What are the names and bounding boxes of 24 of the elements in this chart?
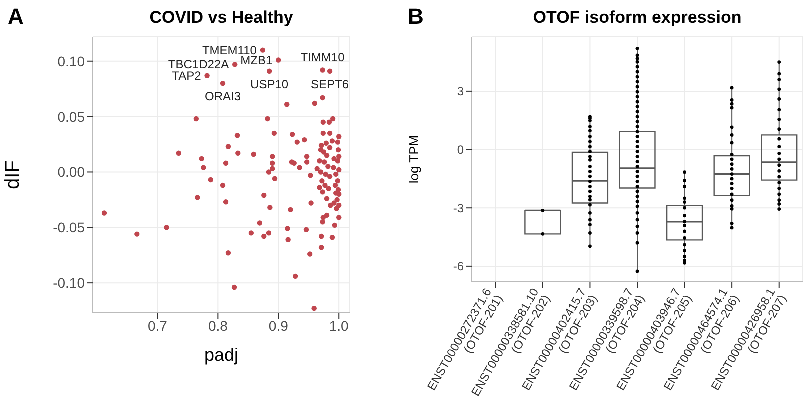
y-axis-title: dIF xyxy=(2,160,24,190)
y-tick-label: -0.10 xyxy=(53,275,86,292)
y-tick-label: 0.00 xyxy=(58,164,86,180)
y-tick-label: -0.05 xyxy=(53,220,86,236)
y-tick-label: 0.05 xyxy=(58,108,86,125)
y-tick-label: 0 xyxy=(457,143,464,158)
y-tick-label: -3 xyxy=(453,201,464,216)
x-tick-label: 1.0 xyxy=(329,318,350,334)
chart-title: COVID vs Healthy xyxy=(148,8,294,28)
y-tick-label: 0.10 xyxy=(58,53,86,70)
annotation: TIMM10 xyxy=(300,50,346,64)
x-axis-title: padj xyxy=(204,345,239,365)
x-tick-label: 0.7 xyxy=(148,318,168,334)
annotation: USP10 xyxy=(250,77,289,92)
x-tick-label: 0.8 xyxy=(208,318,228,334)
chart-title: OTOF isoform expression xyxy=(532,8,743,28)
x-tick-label: 0.9 xyxy=(268,318,289,334)
y-axis-title: log TPM xyxy=(406,135,422,184)
y-tick-label: -6 xyxy=(453,260,464,274)
y-tick-label: 3 xyxy=(457,84,464,99)
annotation: ORAI3 xyxy=(205,90,242,104)
text: A xyxy=(8,4,24,30)
annotation: SEPT6 xyxy=(311,77,350,92)
text: B xyxy=(408,4,424,30)
